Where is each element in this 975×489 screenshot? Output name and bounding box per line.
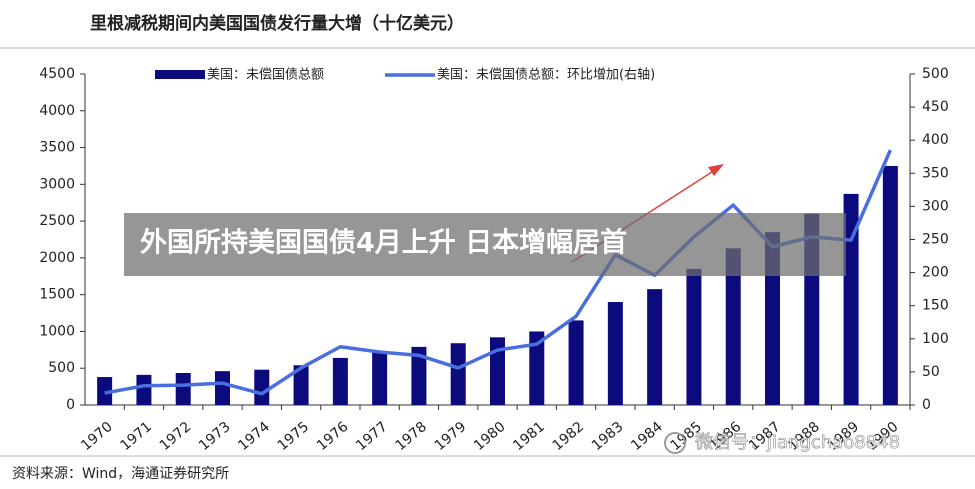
bar	[136, 374, 152, 405]
y-tick-label: 0	[66, 397, 75, 413]
x-tick-label: 1983	[589, 419, 627, 454]
y2-tick-label: 350	[922, 165, 949, 181]
y2-tick-label: 100	[922, 331, 949, 347]
x-tick-label: 1972	[157, 419, 195, 454]
source: 资料来源：Wind，海通证券研究所	[12, 466, 229, 482]
x-tick-label: 1975	[275, 419, 313, 454]
y-tick-label: 3000	[39, 176, 75, 192]
x-tick-label: 1970	[78, 419, 116, 454]
y-tick-label: 4500	[39, 66, 75, 82]
headline: 外国所持美国国债4月上升 日本增幅居首	[140, 227, 627, 259]
y-tick-label: 4000	[39, 103, 75, 119]
bar	[450, 343, 466, 405]
bar	[843, 193, 859, 405]
arrow-head	[708, 164, 724, 176]
bar	[568, 320, 584, 405]
bar	[97, 377, 113, 405]
chart-title: 里根减税期间内美国国债发行量大增（十亿美元）	[90, 13, 464, 34]
x-tick-label: 1984	[628, 419, 666, 454]
y-tick-label: 2500	[39, 213, 75, 229]
bar	[332, 357, 348, 405]
x-tick-label: 1971	[117, 419, 155, 454]
wechat-icon	[664, 432, 686, 454]
y2-tick-label: 150	[922, 298, 949, 314]
y-tick-label: 1500	[39, 287, 75, 303]
bar	[411, 346, 427, 405]
y-tick-label: 500	[48, 360, 75, 376]
bar	[490, 337, 505, 405]
x-tick-label: 1974	[235, 419, 273, 454]
y2-tick-label: 200	[922, 265, 949, 281]
bar	[372, 352, 388, 405]
y2-tick-label: 400	[922, 132, 949, 148]
y-tick-label: 3500	[39, 140, 75, 156]
watermark: 微信号：jiangchao8848	[695, 432, 900, 453]
banner	[124, 213, 846, 276]
bar	[254, 369, 270, 405]
y-tick-label: 2000	[39, 250, 75, 266]
x-tick-label: 1976	[314, 419, 352, 454]
y-tick-label: 1000	[39, 323, 75, 339]
x-tick-label: 1973	[196, 419, 234, 454]
x-tick-label: 1979	[432, 419, 470, 454]
y2-tick-label: 500	[922, 66, 949, 82]
bar	[215, 371, 230, 405]
y2-tick-label: 300	[922, 198, 949, 214]
x-tick-label: 1978	[392, 419, 430, 454]
bar	[686, 268, 702, 405]
legend-swatch	[155, 70, 205, 79]
bar	[175, 373, 191, 405]
y2-tick-label: 450	[922, 99, 949, 115]
y2-tick-label: 250	[922, 232, 949, 248]
bar	[647, 289, 663, 405]
legend-label: 美国：未偿国债总额：环比增加(右轴)	[437, 68, 655, 83]
x-tick-label: 1977	[353, 419, 391, 454]
x-tick-label: 1982	[550, 419, 588, 454]
bar	[529, 331, 545, 405]
y2-tick-label: 50	[922, 364, 940, 380]
bar	[293, 365, 309, 405]
legend-label: 美国：未偿国债总额	[207, 68, 324, 83]
x-tick-label: 1981	[510, 419, 548, 454]
x-tick-label: 1980	[471, 419, 509, 454]
bar	[607, 302, 623, 405]
y2-tick-label: 0	[922, 397, 931, 413]
bar	[725, 248, 741, 405]
bar	[882, 165, 898, 405]
